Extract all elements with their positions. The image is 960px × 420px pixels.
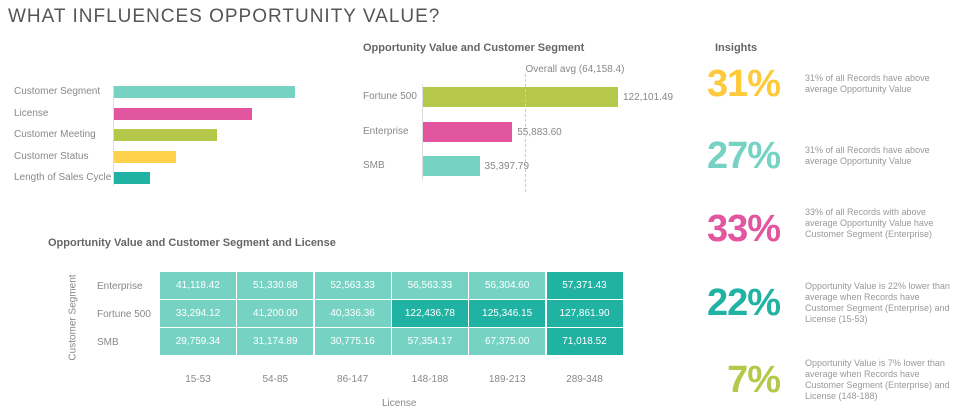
heatmap-cell: 127,861.90	[546, 300, 623, 327]
column-label: 189-213	[488, 374, 526, 385]
insight-value: 27%	[706, 135, 781, 177]
bar-value: 55,883.60	[517, 126, 562, 138]
bar	[114, 86, 295, 98]
insight-value: 31%	[706, 63, 781, 105]
bar-label: License	[14, 107, 49, 119]
heatmap-cell: 29,759.34	[160, 328, 236, 355]
bar-label: Customer Meeting	[14, 129, 96, 140]
insight-text: Opportunity Value is 7% lower than avera…	[805, 358, 950, 401]
average-label: Overall avg (64,158.4)	[525, 64, 625, 75]
average-line	[525, 74, 527, 192]
heatmap-cell: 52,563.33	[314, 272, 391, 299]
bar	[423, 87, 618, 107]
bar	[114, 107, 252, 120]
insights-title: Insights	[715, 42, 758, 54]
bar-label: Enterprise	[363, 125, 409, 137]
heatmap-cell: 41,118.42	[160, 272, 236, 299]
column-label: 289-348	[566, 374, 603, 385]
bar-label: SMB	[363, 160, 385, 171]
heatmap-cell: 31,174.89	[237, 328, 314, 355]
heatmap-cell: 41,200.00	[237, 300, 314, 327]
heatmap-cell: 30,775.16	[314, 328, 391, 355]
heatmap-cell: 57,371.43	[546, 272, 623, 299]
heatmap-ylabel: Customer Segment	[67, 274, 79, 361]
bar-label: Customer Segment	[14, 86, 101, 97]
column-label: 54-85	[262, 374, 289, 385]
column-label: 86-147	[337, 374, 369, 385]
page-title: WHAT INFLUENCES OPPORTUNITY VALUE?	[8, 6, 441, 27]
bar	[114, 150, 176, 163]
heatmap-cell: 33,294.12	[160, 300, 236, 327]
bar	[114, 129, 218, 141]
heatmap-xlabel: License	[382, 398, 417, 409]
row-label: SMB	[97, 337, 119, 348]
heatmap-cell: 56,304.60	[469, 272, 546, 299]
bar-label: Length of Sales Cycle	[14, 172, 112, 183]
bar	[423, 121, 513, 142]
heatmap-title: Opportunity Value and Customer Segment a…	[48, 237, 336, 249]
segment-chart	[0, 0, 1, 1]
axis-line	[422, 84, 423, 180]
axis-line	[113, 86, 114, 186]
bar-label: Customer Status	[14, 150, 89, 162]
insight-text: Opportunity Value is 22% lower than aver…	[805, 281, 950, 324]
bar-label: Fortune 500	[363, 91, 417, 102]
insight-text: 31% of all Records have above average Op…	[805, 73, 930, 94]
heatmap-cell: 56,563.33	[391, 272, 468, 299]
insight-value: 22%	[706, 282, 781, 324]
insight-text: 33% of all Records with above average Op…	[805, 207, 934, 239]
insight-text: 31% of all Records have above average Op…	[805, 145, 930, 166]
bar	[114, 172, 151, 184]
heatmap-cell: 67,375.00	[469, 328, 546, 355]
segment-chart-title: Opportunity Value and Customer Segment	[363, 42, 585, 54]
row-label: Fortune 500	[97, 309, 151, 320]
heatmap-cell: 40,336.36	[314, 300, 391, 327]
bar-value: 35,397.79	[484, 161, 530, 172]
heatmap-cell: 125,346.15	[469, 300, 546, 327]
column-label: 148-188	[411, 374, 449, 385]
column-label: 15-53	[185, 374, 211, 385]
row-label: Enterprise	[97, 281, 143, 292]
heatmap-cell: 51,330.68	[237, 272, 314, 299]
bar	[423, 156, 480, 176]
heatmap-cell: 122,436.78	[391, 300, 468, 327]
insight-value: 7%	[727, 359, 781, 401]
bar-value: 122,101.49	[623, 92, 674, 103]
heatmap-cell: 57,354.17	[391, 328, 468, 355]
heatmap-cell: 71,018.52	[546, 328, 623, 355]
insight-value: 33%	[706, 208, 781, 250]
